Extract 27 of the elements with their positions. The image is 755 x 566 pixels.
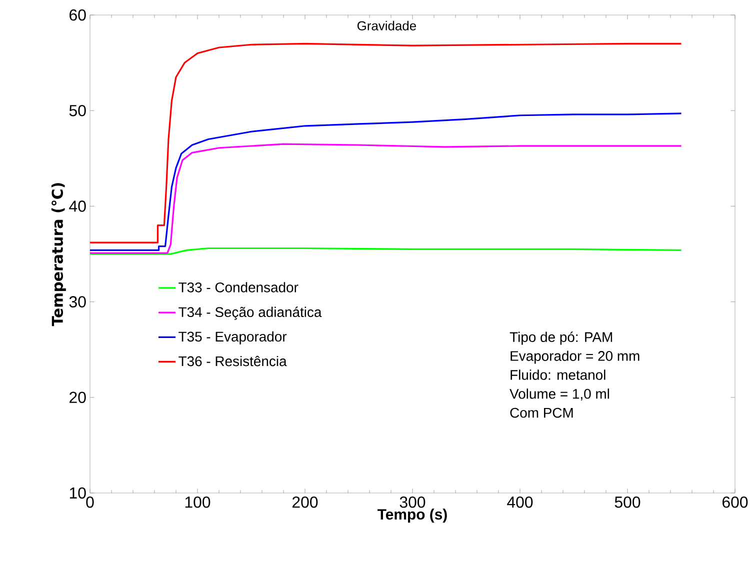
legend-label: T33 - Condensador: [178, 282, 298, 292]
y-tick-label: 50: [69, 104, 86, 116]
line-series: [90, 143, 682, 254]
y-axis-title: Temperatura (℃): [51, 183, 66, 326]
annotation: Evaporador = 20 mm: [510, 350, 640, 364]
x-axis-title: Tempo (s): [378, 508, 447, 523]
x-tick-label: 200: [292, 496, 318, 508]
y-tick-label: 60: [70, 9, 86, 21]
y-tick-label: 20: [70, 392, 86, 404]
legend-label: T36 - Resistência: [178, 356, 287, 366]
legend-label: T35 - Evaporador: [178, 331, 287, 344]
annotation: Com PCM: [510, 408, 573, 418]
y-tick-label: 10: [70, 487, 86, 499]
y-tick-label: 40: [69, 200, 86, 212]
annotation: Fluido: metanol: [510, 370, 606, 380]
x-tick-label: 600: [722, 496, 748, 508]
x-tick-label: 0: [86, 496, 94, 508]
line-series: [90, 112, 682, 251]
x-tick-label: 300: [400, 496, 426, 508]
legend-label: T34 - Seção adianática: [178, 306, 322, 320]
annotation: Gravidade: [357, 20, 416, 30]
x-tick-label: 500: [614, 496, 640, 508]
x-tick-label: 400: [507, 496, 533, 508]
x-tick-label: 100: [185, 496, 210, 508]
annotation: Tipo de pó: PAM: [510, 332, 612, 345]
y-tick-label: 30: [69, 296, 86, 308]
annotation: Volume = 1,0 ml: [510, 388, 610, 400]
